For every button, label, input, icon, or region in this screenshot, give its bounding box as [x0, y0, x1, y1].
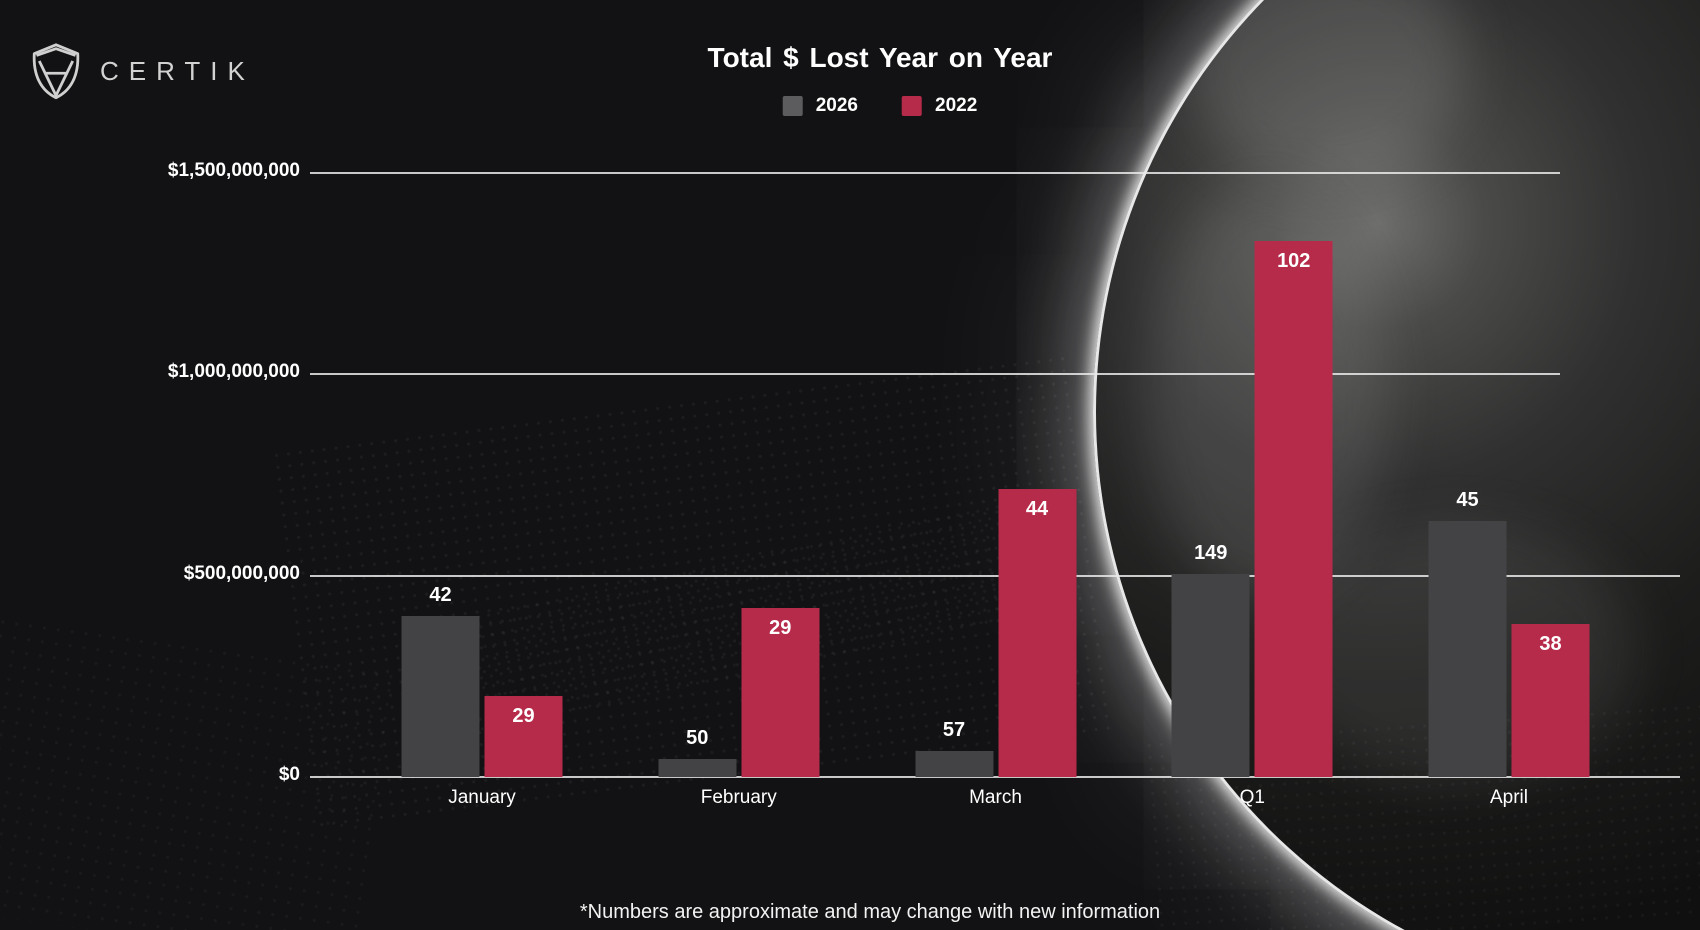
gridline [310, 172, 1560, 174]
y-axis-tick-label: $1,500,000,000 [167, 160, 300, 181]
category-label-january: January [448, 787, 516, 808]
bar-group-january: 42 29 January [401, 583, 563, 808]
bar-2026-q1 [1171, 573, 1250, 777]
category-label-february: February [700, 787, 777, 808]
bar-2022-q1: 102 [1254, 241, 1333, 777]
cloud-texture [1186, 0, 1466, 183]
bar-group-march: 57 44 March [915, 489, 1076, 808]
legend-swatch [902, 96, 922, 116]
legend-item-2026: 2026 [782, 95, 858, 117]
gridline [310, 776, 1680, 778]
legend-item-2022: 2022 [902, 95, 977, 117]
brand-name: CERTIK [100, 55, 255, 86]
legend-label: 2026 [815, 95, 858, 116]
value-label-2022: 29 [512, 705, 535, 728]
legend-swatch [782, 96, 803, 116]
bar-group-february: 50 29 February [658, 607, 820, 808]
bar-2022-february: 29 [741, 607, 820, 777]
y-axis-tick-label: $0 [278, 764, 300, 785]
bar-2026-march [915, 750, 993, 777]
bar-2026-january [401, 615, 480, 777]
gridline [310, 574, 1680, 577]
category-label-april: April [1489, 787, 1529, 808]
y-axis-tick-label: $1,000,000,000 [167, 361, 300, 383]
bar-2022-january: 29 [484, 696, 563, 777]
value-label-2022: 29 [769, 616, 792, 639]
certik-logo: CERTIK [28, 42, 255, 100]
category-label-march: March [969, 787, 1022, 808]
chart-title: Total $ Lost Year on Year [707, 42, 1053, 73]
value-label-2026: 57 [942, 718, 966, 741]
chart-legend: 2026 2022 [782, 95, 977, 117]
bar-group-april: 45 38 April [1428, 489, 1590, 808]
bar-2022-april: 38 [1511, 624, 1590, 777]
category-label-q1: Q1 [1239, 787, 1265, 808]
value-label-2022: 44 [1025, 498, 1049, 521]
value-label-2026: 45 [1456, 489, 1479, 512]
legend-label: 2022 [935, 95, 978, 116]
value-label-2022: 102 [1277, 250, 1311, 273]
bar-2026-april [1428, 521, 1507, 777]
bar-2022-march: 44 [998, 489, 1076, 777]
certik-shield-icon [28, 42, 84, 100]
bar-2026-february [658, 758, 737, 777]
gridline [310, 373, 1560, 376]
bar-group-q1: 149 102 Q1 [1171, 241, 1333, 808]
footnote: *Numbers are approximate and may change … [579, 901, 1161, 923]
value-label-2022: 38 [1539, 633, 1562, 655]
value-label-2026: 50 [686, 726, 709, 749]
value-label-2026: 42 [429, 583, 452, 606]
value-label-2026: 149 [1194, 541, 1228, 564]
y-axis-tick-label: $500,000,000 [183, 562, 300, 584]
